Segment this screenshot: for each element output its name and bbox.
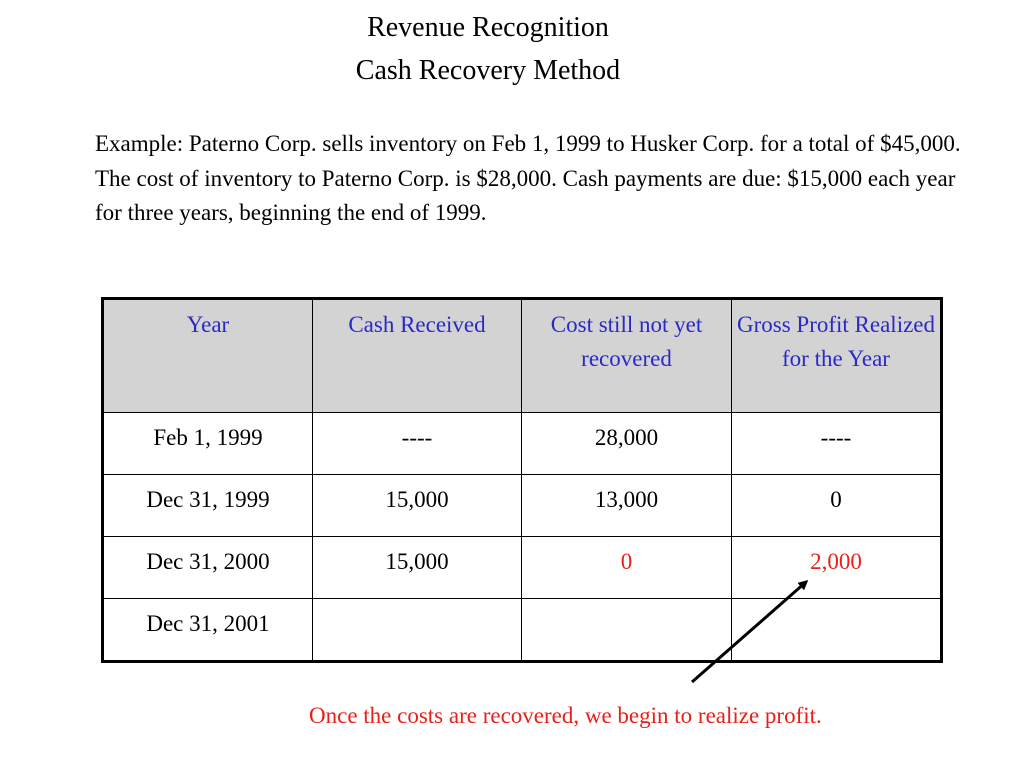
cell-cash-received: 15,000: [312, 536, 522, 599]
table-row: Dec 31, 2001: [102, 598, 942, 662]
cell-cost-not-recovered: 13,000: [521, 474, 732, 537]
cell-cash-received: 15,000: [312, 474, 522, 537]
cell-cost-not-recovered: [521, 598, 732, 662]
table-row: Feb 1, 1999 ---- 28,000 ----: [102, 412, 942, 475]
cell-gross-profit: ----: [731, 412, 942, 475]
header-year: Year: [102, 298, 313, 413]
header-gross-profit: Gross Profit Realized for the Year: [731, 298, 942, 413]
cell-cost-not-recovered: 0: [521, 536, 732, 599]
cash-recovery-table: Year Cash Received Cost still not yet re…: [101, 297, 943, 663]
header-cost-not-recovered: Cost still not yet recovered: [521, 298, 732, 413]
cell-gross-profit: [731, 598, 942, 662]
title-line-1: Revenue Recognition: [367, 12, 609, 43]
cell-cash-received: [312, 598, 522, 662]
cell-gross-profit: 0: [731, 474, 942, 537]
cell-cash-received: ----: [312, 412, 522, 475]
cell-year: Dec 31, 1999: [102, 474, 313, 537]
cell-year: Feb 1, 1999: [102, 412, 313, 475]
cell-gross-profit: 2,000: [731, 536, 942, 599]
example-paragraph: Example: Paterno Corp. sells inventory o…: [95, 131, 961, 225]
header-cash-received: Cash Received: [312, 298, 522, 413]
table-header-row: Year Cash Received Cost still not yet re…: [102, 298, 942, 413]
cell-year: Dec 31, 2000: [102, 536, 313, 599]
title-line-2: Cash Recovery Method: [355, 55, 621, 86]
table-row: Dec 31, 1999 15,000 13,000 0: [102, 474, 942, 537]
cell-cost-not-recovered: 28,000: [521, 412, 732, 475]
cell-year: Dec 31, 2001: [102, 598, 313, 662]
recovery-note: Once the costs are recovered, we begin t…: [309, 703, 822, 728]
table-row: Dec 31, 2000 15,000 0 2,000: [102, 536, 942, 599]
